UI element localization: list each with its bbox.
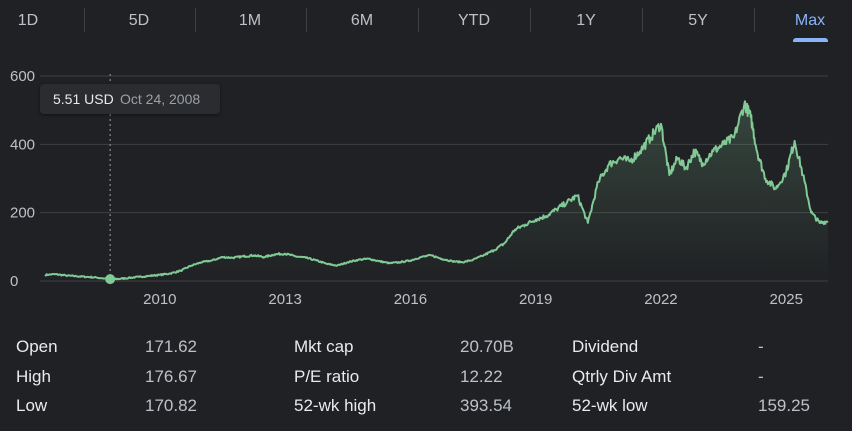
stat-value-low: 170.82 [145,396,197,415]
stat-value-mkt-cap: 20.70B [460,337,514,356]
tab-1m[interactable]: 1M [238,12,262,29]
price-chart[interactable]: 0 200 400 600 2010 2013 2016 2019 2022 2025 [0,44,852,330]
tab-1d[interactable]: 1D [17,12,39,29]
key-stats: Open 171.62 High 176.67 Low 170.82 Mkt c… [0,330,852,431]
tab-ytd[interactable]: YTD [458,12,490,29]
tab-divider [530,8,531,32]
stat-label-52wk-high: 52-wk high [294,396,377,415]
range-tabs: 1D 5D 1M 6M YTD 1Y 5Y Max [0,0,852,44]
tab-5d[interactable]: 5D [128,12,150,29]
stat-label-dividend: Dividend [572,337,639,356]
price-line [44,100,829,281]
tab-5y[interactable]: 5Y [688,12,708,29]
stat-value-dividend: - [758,337,764,356]
tab-active-indicator [793,38,828,42]
stat-label-high: High [16,367,51,386]
y-tick-label: 0 [10,273,18,290]
tab-divider [195,8,196,32]
x-tick-label: 2025 [770,291,803,308]
tab-divider [418,8,419,32]
tooltip-date: Oct 24, 2008 [120,91,201,107]
tab-divider [754,8,755,32]
stat-value-open: 171.62 [145,337,197,356]
stat-label-52wk-low: 52-wk low [572,396,648,415]
x-tick-label: 2022 [644,291,677,308]
x-tick-label: 2016 [394,291,427,308]
tab-6m[interactable]: 6M [350,12,374,29]
price-area-fill [45,101,828,281]
tab-1y[interactable]: 1Y [576,12,596,29]
stat-value-qtrly-div: - [758,367,764,386]
stat-value-52wk-low: 159.25 [758,396,810,415]
x-tick-label: 2013 [268,291,301,308]
hover-point [105,274,116,285]
tab-max[interactable]: Max [794,12,826,29]
tab-divider [306,8,307,32]
stat-value-high: 176.67 [145,367,197,386]
y-tick-label: 600 [10,68,35,85]
stat-label-low: Low [16,396,48,415]
stat-value-52wk-high: 393.54 [460,396,512,415]
stat-label-pe-ratio: P/E ratio [294,367,360,386]
tooltip-price: 5.51 USD [53,91,114,107]
x-tick-label: 2019 [519,291,552,308]
price-tooltip: 5.51 USD Oct 24, 2008 [40,84,220,114]
stat-label-mkt-cap: Mkt cap [294,337,354,356]
stat-label-open: Open [16,337,58,356]
tab-divider [642,8,643,32]
x-tick-label: 2010 [143,291,176,308]
stat-value-pe-ratio: 12.22 [460,367,503,386]
stat-label-qtrly-div: Qtrly Div Amt [572,367,672,386]
y-tick-label: 200 [10,205,35,222]
y-tick-label: 400 [10,136,35,153]
tab-divider [84,8,85,32]
